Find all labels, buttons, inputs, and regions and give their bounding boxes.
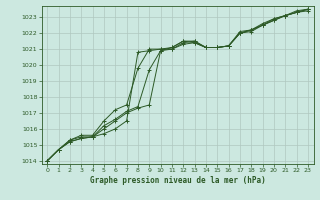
X-axis label: Graphe pression niveau de la mer (hPa): Graphe pression niveau de la mer (hPa)	[90, 176, 266, 185]
